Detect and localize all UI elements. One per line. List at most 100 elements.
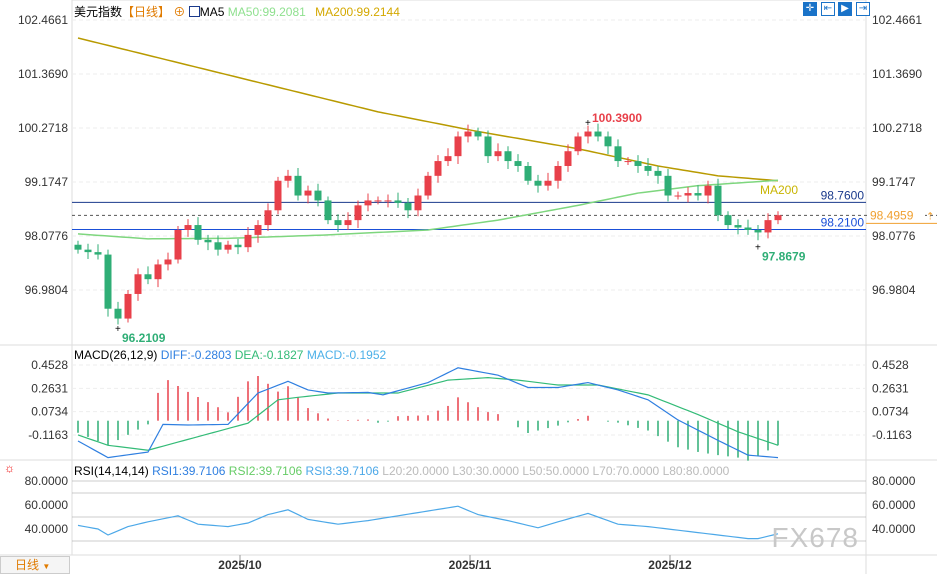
play-forward-icon[interactable]: ▶ [838, 2, 852, 16]
candle-body [374, 200, 382, 202]
l80: L80:80.0000 [662, 464, 730, 478]
macd-tick-right: 0.2631 [872, 381, 909, 395]
crosshair-icon[interactable]: ✛ [803, 2, 817, 16]
macd-tick-right: 0.0734 [872, 405, 909, 419]
candle-body [74, 244, 82, 250]
price-tick-left: 102.4661 [18, 13, 68, 27]
candle-body [254, 225, 262, 235]
timeframe-dropdown[interactable]: 日线 ▼ [0, 556, 70, 574]
ma200-line-label: MA200 [760, 183, 798, 197]
macd-title: MACD(26,12,9) [74, 348, 158, 362]
candle-body [264, 210, 272, 226]
candle-body [524, 165, 532, 181]
candle-body [644, 165, 652, 171]
timeframe-label: 日线 [15, 558, 40, 572]
candle-body [194, 225, 202, 240]
candle-body [614, 146, 622, 162]
candle-body [274, 180, 282, 211]
candle-body [244, 234, 252, 248]
x-tick-label: 2025/12 [648, 558, 692, 572]
candle-body [594, 131, 602, 137]
candle-body [314, 190, 322, 201]
candle-body [714, 185, 722, 216]
extreme-marker: + [115, 324, 121, 335]
candle-body [424, 175, 432, 196]
candle-body [454, 136, 462, 157]
candle-body [584, 131, 592, 137]
macd-tick-left: 0.2631 [31, 381, 68, 395]
candle-body [494, 151, 502, 157]
diff-line [77, 367, 779, 459]
candle-body [564, 151, 572, 166]
candle-body [364, 200, 372, 206]
candle-body [474, 131, 482, 137]
macd-header: MACD(26,12,9) DIFF:-0.2803 DEA:-0.1827 M… [74, 348, 386, 362]
candle-body [104, 254, 112, 309]
candle-body [134, 274, 142, 294]
candle-body [464, 131, 472, 137]
candle-body [684, 193, 692, 196]
candle-body [574, 136, 582, 152]
fit-range-icon[interactable]: ⇤ [821, 2, 835, 16]
price-tick-left: 101.3690 [18, 67, 68, 81]
price-tick-left: 98.0776 [25, 229, 69, 243]
macd-tick-left: 0.0734 [31, 405, 68, 419]
period-label[interactable]: 【日线】 [122, 5, 171, 19]
candle-body [354, 205, 362, 221]
candle-body [694, 193, 702, 196]
candle-body [174, 229, 182, 260]
candle-body [184, 225, 192, 230]
ma-chart-icon[interactable] [188, 6, 200, 17]
candle-body [144, 274, 152, 280]
ma200-line [77, 37, 779, 182]
x-tick-label: 2025/10 [218, 558, 262, 572]
candle-body [334, 220, 342, 226]
current-price-label-bg [867, 207, 925, 223]
candle-body [384, 200, 392, 202]
rsi2: RSI2:39.7106 [228, 464, 303, 478]
rsi-tick-left: 40.0000 [25, 522, 69, 536]
candle-body [534, 180, 542, 186]
candle-body [404, 202, 412, 211]
settings-sun-icon[interactable]: ☼ [4, 461, 15, 475]
rsi-tick-right: 40.0000 [872, 522, 916, 536]
l70: L70:70.0000 [592, 464, 660, 478]
price-tick-right: 100.2718 [872, 121, 922, 135]
macd-dea: DEA:-0.1827 [234, 348, 304, 362]
price-tick-left: 99.1747 [25, 175, 69, 189]
macd-value: MACD:-0.1952 [306, 348, 387, 362]
macd-tick-left: 0.4528 [31, 358, 68, 372]
candle-body [434, 161, 442, 176]
l50: L50:50.0000 [522, 464, 590, 478]
rsi-line [77, 505, 779, 540]
extreme-label: 97.8679 [762, 249, 806, 263]
candle-body [304, 190, 312, 196]
candle-body [764, 220, 772, 233]
candle-body [624, 161, 632, 163]
candle-body [674, 195, 682, 197]
level-label: 98.2100 [821, 215, 865, 229]
rsi-tick-right: 80.0000 [872, 474, 916, 488]
candle-body [204, 239, 212, 243]
candle-body [634, 161, 642, 166]
x-tick-label: 2025/11 [449, 558, 492, 572]
candle-body [514, 161, 522, 166]
rsi-tick-left: 60.0000 [25, 498, 69, 512]
candle-body [754, 229, 762, 233]
price-tick-left: 100.2718 [18, 121, 68, 135]
add-indicator-icon[interactable]: ⊕ [173, 5, 186, 19]
candle-body [484, 136, 492, 157]
extreme-label: 100.3900 [592, 111, 642, 125]
macd-tick-left: -0.1163 [28, 428, 68, 442]
candle-body [164, 259, 172, 265]
candle-body [704, 185, 712, 196]
extreme-marker: + [585, 118, 591, 129]
candle-body [414, 195, 422, 211]
candle-body [124, 293, 132, 319]
chevron-down-icon: ▼ [42, 562, 51, 571]
ma50-label: MA50:99.2081 [227, 5, 306, 19]
price-tick-right: 96.9804 [872, 283, 916, 297]
jump-latest-icon[interactable]: ⇥ [856, 2, 870, 16]
ma5-label: MA5 [199, 5, 225, 19]
